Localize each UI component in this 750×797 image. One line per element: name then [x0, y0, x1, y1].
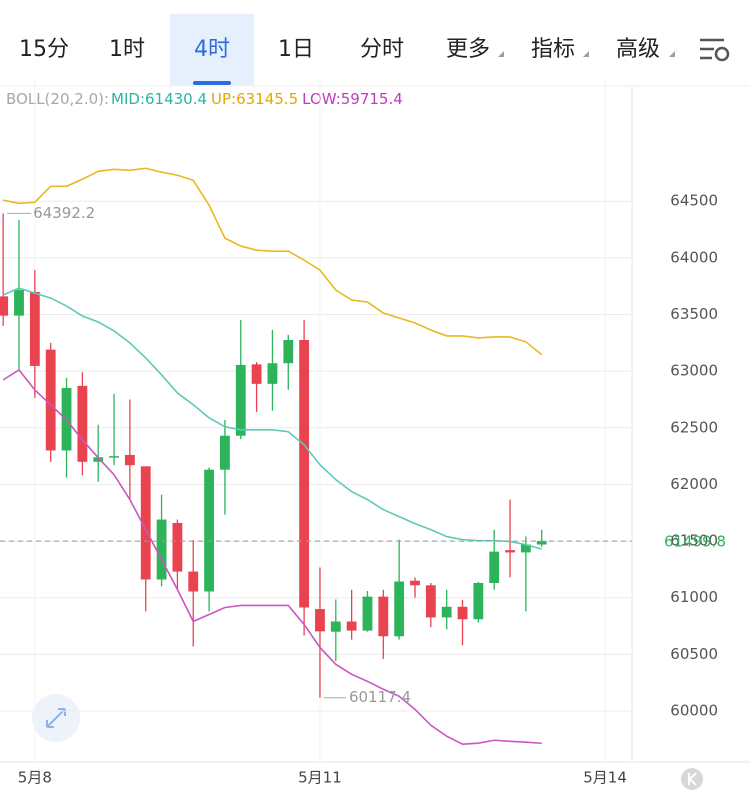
y-tick-label: 60500: [670, 645, 718, 663]
y-tick-label: 64500: [670, 192, 718, 210]
last-price-label: 61499.8: [664, 533, 726, 551]
settings-icon[interactable]: [700, 38, 730, 62]
candle-body: [109, 456, 119, 458]
candle-body: [267, 363, 278, 384]
min-label: 60117.4: [349, 688, 411, 706]
boll-line: [3, 167, 543, 356]
candle-body: [0, 296, 9, 316]
candle-body: [315, 609, 325, 632]
legend-entry: LOW:59715.4: [302, 90, 403, 108]
selected-tab-bg: [170, 14, 254, 85]
candle-body: [29, 291, 40, 366]
tab[interactable]: 高级: [616, 37, 660, 62]
reset-button[interactable]: [681, 768, 703, 790]
candle-body: [346, 621, 357, 631]
candle-body: [156, 519, 167, 580]
x-tick-label: 5月11: [298, 769, 342, 787]
tab[interactable]: 分时: [360, 37, 404, 62]
dropdown-arrow: [583, 51, 589, 57]
y-tick-label: 63500: [670, 305, 718, 323]
candle-body: [362, 596, 373, 631]
candle-body: [14, 290, 24, 316]
candle-body: [251, 364, 262, 384]
legend-entry: UP:63145.5: [211, 90, 298, 108]
y-tick-label: 64000: [670, 248, 718, 266]
tab[interactable]: 1日: [278, 37, 314, 62]
tab[interactable]: 15分: [19, 37, 69, 62]
legend-entry: MID:61430.4: [111, 90, 207, 108]
candle-body: [45, 349, 56, 451]
x-tick-label: 5月8: [18, 769, 52, 787]
max-label: 64392.2: [33, 204, 95, 222]
candle-body: [536, 541, 547, 545]
candle-body: [204, 469, 214, 592]
boll-line: [2, 287, 542, 550]
candle-body: [235, 364, 246, 436]
candle-body: [299, 339, 310, 608]
candle-body: [140, 466, 151, 580]
candle-body: [124, 454, 135, 466]
candle-body: [441, 606, 452, 618]
candle-body: [457, 606, 468, 620]
candle-body: [172, 522, 183, 572]
candle-body: [77, 385, 88, 462]
legend: BOLL(20,2.0): MID:61430.4 UP:63145.5 LOW:59…: [6, 90, 403, 108]
y-tick-label: 62500: [670, 418, 718, 436]
candle-body: [489, 551, 500, 584]
candle-body: [330, 621, 341, 632]
tab[interactable]: 更多: [446, 37, 490, 62]
candle-body: [220, 435, 230, 470]
y-tick-label: 61000: [670, 588, 718, 606]
candle-body: [394, 581, 405, 637]
x-tick-label: 5月14: [583, 769, 627, 787]
y-tick-label: 62000: [670, 475, 718, 493]
boll-line: [2, 368, 542, 746]
candle-body: [283, 339, 294, 364]
candle-body: [520, 544, 531, 553]
candle-body: [425, 585, 436, 618]
tab[interactable]: 指标: [531, 37, 575, 62]
legend-indicator: BOLL(20,2.0):: [6, 90, 109, 108]
tab[interactable]: 4时: [194, 37, 230, 62]
selected-tab-underline: [193, 81, 231, 85]
candle-body: [410, 580, 420, 586]
y-tick-label: 63000: [670, 362, 718, 380]
y-tick-label: 61500: [670, 532, 718, 550]
candle-body: [505, 550, 515, 553]
candle-body: [473, 583, 484, 620]
dropdown-arrow: [498, 51, 504, 57]
candle-body: [188, 571, 199, 592]
candle-body: [378, 596, 389, 637]
candle-body: [93, 457, 104, 462]
dropdown-arrow: [669, 51, 675, 57]
y-tick-label: 60000: [670, 702, 718, 720]
expand-button[interactable]: [32, 694, 80, 742]
tab[interactable]: 1时: [109, 37, 145, 62]
